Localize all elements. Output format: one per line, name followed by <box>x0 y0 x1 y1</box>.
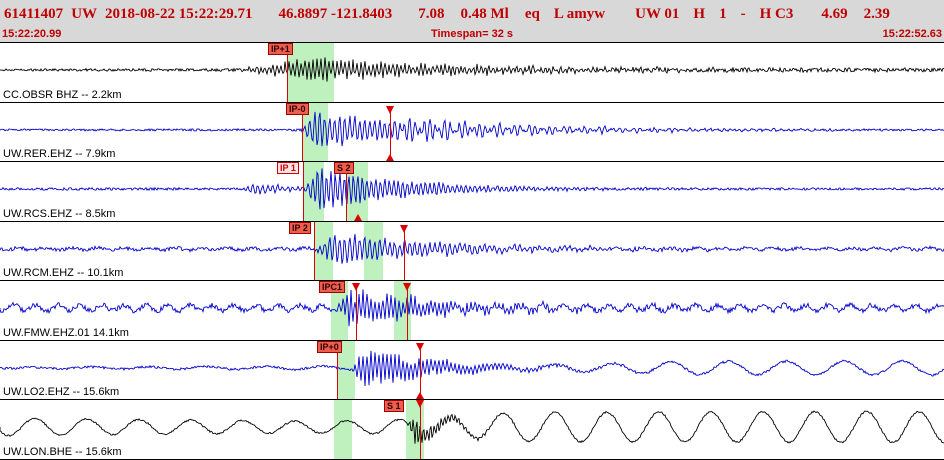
pick-window-band <box>406 400 424 459</box>
magnitude: 0.48 Ml <box>460 5 509 22</box>
trace-row-fmw[interactable]: IPC1 UW.FMW.EHZ.01 14.1km <box>0 281 944 341</box>
field-hc3: H C3 <box>759 5 794 22</box>
trace-station-label: UW.RER.EHZ -- 7.9km <box>3 148 116 161</box>
event-header: 61411407 UW 2018-08-22 15:22:29.71 46.8897 … <box>0 0 944 28</box>
pick-time-line <box>303 162 304 221</box>
origin-time: 2018-08-22 15:22:29.71 <box>105 5 253 22</box>
waveform-obsr[interactable] <box>0 43 944 102</box>
pick-flag-icon[interactable] <box>386 105 394 114</box>
trace-row-rcs[interactable]: IP 1 S 2 UW.RCS.EHZ -- 8.5km <box>0 162 944 222</box>
trace-station-label: UW.LO2.EHZ -- 15.6km <box>3 386 120 399</box>
field-1: 1 <box>719 5 727 22</box>
field-dash: - <box>740 5 746 22</box>
phase-pick-label[interactable]: IP+1 <box>268 43 293 55</box>
trace-row-lo2[interactable]: IP+0 UW.LO2.EHZ -- 15.6km <box>0 340 944 401</box>
pick-time-line <box>302 102 303 162</box>
waveform-rer[interactable] <box>0 103 944 162</box>
review-flags: L amyw <box>553 5 606 22</box>
phase-pick-label[interactable]: IP 1 <box>277 162 299 175</box>
pick-time-line <box>356 283 357 340</box>
pick-bottom-tick-icon <box>354 213 362 221</box>
waveform-lon[interactable] <box>0 400 944 459</box>
pick-time-line <box>420 400 421 459</box>
field-h: H <box>693 5 706 22</box>
field-4-69: 4.69 <box>821 5 848 22</box>
pick-flag-icon[interactable] <box>400 224 408 233</box>
phase-pick-label[interactable]: S 2 <box>334 162 354 175</box>
trace-row-rcm[interactable]: IP 2 UW.RCM.EHZ -- 10.1km <box>0 221 944 282</box>
array-info: UW 01 <box>635 5 680 22</box>
pick-time-line <box>420 342 421 400</box>
event-type: eq <box>524 5 540 22</box>
phase-pick-label[interactable]: IPC1 <box>319 281 346 294</box>
trace-row-obsr[interactable]: IP+1 CC.OBSR BHZ -- 2.2km <box>0 43 944 103</box>
pick-time-line <box>337 340 338 400</box>
window-start-time: 15:22:20.99 <box>2 28 62 40</box>
pick-window-band <box>303 162 324 221</box>
pick-flag-icon[interactable] <box>416 400 424 409</box>
field-2-39: 2.39 <box>863 5 890 22</box>
timespan-label: Timespan= 32 s <box>430 28 514 40</box>
waveform-rcs[interactable] <box>0 162 944 221</box>
depth-km: 7.08 <box>418 5 445 22</box>
phase-pick-label[interactable]: IP+0 <box>317 340 342 353</box>
phase-pick-label[interactable]: S 1 <box>384 400 404 413</box>
trace-station-label: UW.RCS.EHZ -- 8.5km <box>3 207 116 220</box>
event-id: 61411407 <box>4 5 64 22</box>
epicenter: 46.8897 -121.8403 <box>278 5 393 22</box>
trace-station-label: CC.OBSR BHZ -- 2.2km <box>3 88 122 101</box>
waveform-lo2[interactable] <box>0 341 944 400</box>
trace-station-label: UW.FMW.EHZ.01 14.1km <box>3 326 129 339</box>
trace-row-lon[interactable]: S 1 UW.LON.BHE -- 15.6km <box>0 400 944 460</box>
pick-time-line <box>404 224 405 281</box>
pick-flag-icon[interactable] <box>352 283 360 292</box>
trace-station-label: UW.RCM.EHZ -- 10.1km <box>3 267 124 280</box>
pick-bottom-tick-icon <box>416 392 424 400</box>
window-end-time: 15:22:52.63 <box>882 28 942 40</box>
time-bar: 15:22:20.99 Timespan= 32 s 15:22:52.63 <box>0 28 944 42</box>
waveform-fmw[interactable] <box>0 281 944 340</box>
pick-flag-icon[interactable] <box>416 342 424 351</box>
pick-flag-icon[interactable] <box>403 283 411 292</box>
pick-time-line <box>390 105 391 162</box>
pick-time-line <box>314 221 315 281</box>
pick-window-band <box>337 340 355 400</box>
pick-time-line <box>287 43 288 102</box>
pick-time-line <box>346 162 347 221</box>
trace-station-label: UW.LON.BHE -- 15.6km <box>3 445 122 458</box>
trace-area: IP+1 CC.OBSR BHZ -- 2.2km IP-0 UW.RER.EHZ -… <box>0 42 944 460</box>
pick-window-band <box>331 281 348 340</box>
phase-pick-label[interactable]: IP 2 <box>289 221 311 234</box>
network: UW <box>71 5 98 22</box>
trace-row-rer[interactable]: IP-0 UW.RER.EHZ -- 7.9km <box>0 102 944 163</box>
pick-time-line <box>407 283 408 340</box>
phase-pick-label[interactable]: IP-0 <box>286 102 309 115</box>
pick-bottom-tick-icon <box>386 154 394 162</box>
waveform-rcm[interactable] <box>0 222 944 281</box>
pick-window-band <box>334 400 352 459</box>
